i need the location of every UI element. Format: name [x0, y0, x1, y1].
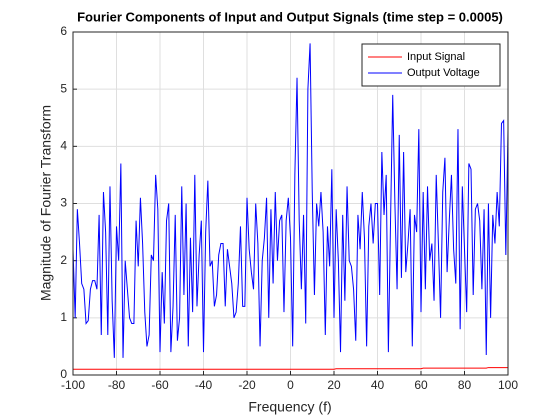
x-axis-label: Frequency (f): [248, 399, 331, 415]
data-line: [72, 43, 509, 358]
chart-title: Fourier Components of Input and Output S…: [77, 9, 503, 24]
legend-label: Output Voltage: [407, 67, 480, 79]
y-tick-label: 4: [60, 139, 67, 153]
x-tick-label: 20: [327, 378, 341, 392]
y-tick-label: 3: [60, 196, 67, 210]
y-tick-label: 6: [60, 24, 67, 38]
legend-label: Input Signal: [407, 51, 465, 63]
x-tick-label: -100: [61, 378, 85, 392]
x-tick-label: -20: [238, 378, 256, 392]
y-tick-label: 2: [60, 253, 67, 267]
x-tick-label: -80: [108, 378, 126, 392]
x-tick-label: -60: [151, 378, 169, 392]
legend-box: [361, 43, 501, 87]
y-axis-label: Magnitude of Fourier Transform: [38, 105, 54, 301]
x-tick-label: 0: [287, 378, 294, 392]
axes-box: [72, 31, 509, 376]
y-tick-label: 0: [60, 367, 67, 381]
x-tick-label: 80: [458, 378, 472, 392]
y-tick-label: 1: [60, 310, 67, 324]
x-tick-label: 60: [414, 378, 428, 392]
x-tick-label: 100: [498, 378, 518, 392]
x-tick-label: 40: [371, 378, 385, 392]
x-tick-label: -40: [195, 378, 213, 392]
y-tick-label: 5: [60, 81, 67, 95]
data-line: [73, 367, 508, 370]
